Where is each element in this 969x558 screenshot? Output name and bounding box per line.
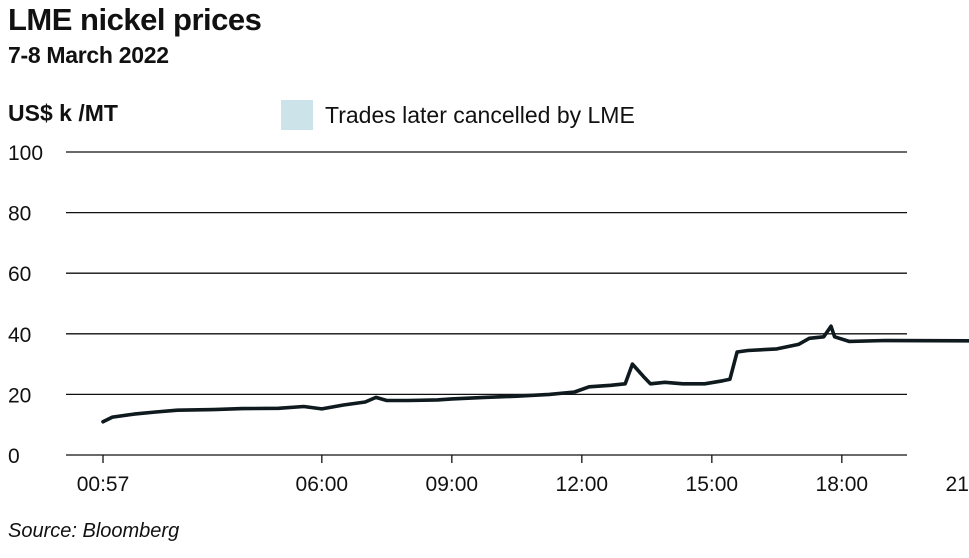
x-tick-label-0: 00:57 [77, 473, 130, 496]
source-note: Source: Bloomberg [8, 520, 180, 542]
legend-swatch-cancelled-trades [281, 100, 313, 130]
x-tick-label-2: 09:00 [426, 473, 479, 496]
x-tick-label-4: 15:00 [686, 473, 739, 496]
x-tick-label-3: 12:00 [556, 473, 609, 496]
x-tick-label-6: 21:00 [946, 473, 969, 496]
chart-area: 0 20 40 60 80 100 00:57 06:00 09:00 12:00 15:00 18:… [8, 142, 969, 496]
legend: Trades later cancelled by LME [281, 100, 635, 130]
y-tick-label-100: 100 [8, 142, 43, 165]
y-tick-label-20: 20 [8, 384, 31, 407]
series-line-nickel-price [101, 324, 969, 424]
chart-title: LME nickel prices [8, 2, 262, 37]
y-axis-label: US$ k /MT [8, 100, 118, 126]
y-tick-label-60: 60 [8, 263, 31, 286]
legend-label-cancelled-trades: Trades later cancelled by LME [325, 101, 635, 128]
y-tick-label-0: 0 [8, 445, 20, 468]
x-tick-label-5: 18:00 [816, 473, 869, 496]
y-tick-label-80: 80 [8, 203, 31, 226]
y-tick-label-40: 40 [8, 324, 31, 347]
chart-subtitle: 7-8 March 2022 [8, 42, 169, 68]
x-tick-label-1: 06:00 [296, 473, 349, 496]
